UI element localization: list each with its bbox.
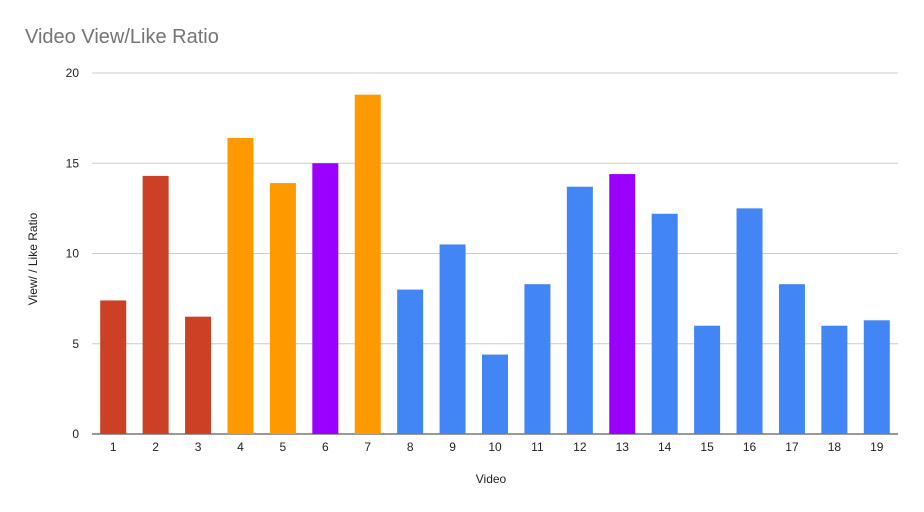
bar-video-8 [397,289,424,434]
x-tick-label: 17 [785,440,799,454]
bar-video-9 [439,244,466,434]
bar-video-1 [100,300,127,434]
x-tick-labels: 1 2 3 4 5 6 7 8 9 10 11 12 13 14 15 16 17 18 19 [110,440,884,454]
y-tick-label: 20 [66,66,80,80]
x-axis-title: Video [476,472,507,486]
x-tick-label: 16 [743,440,757,454]
y-tick-labels: 0 5 10 15 20 [66,66,80,441]
bar-video-14 [651,213,678,434]
x-tick-label: 6 [322,440,329,454]
x-tick-label: 15 [700,440,714,454]
bars [100,94,890,435]
x-tick-label: 5 [280,440,287,454]
bar-video-18 [821,325,848,434]
x-tick-label: 14 [658,440,672,454]
y-tick-label: 10 [66,247,80,261]
bar-video-19 [863,320,890,434]
x-tick-label: 11 [531,440,544,454]
y-tick-label: 5 [72,337,79,351]
bar-video-5 [269,183,296,434]
x-tick-label: 18 [828,440,842,454]
bar-video-7 [354,94,381,434]
bar-video-2 [142,175,169,434]
y-axis-title: View/ / Like Ratio [26,212,40,305]
bar-video-6 [312,163,339,434]
y-tick-label: 15 [66,156,80,170]
bar-video-13 [609,174,636,434]
x-tick-label: 13 [616,440,630,454]
x-tick-label: 1 [110,440,117,454]
bar-video-4 [227,137,254,435]
x-tick-label: 3 [195,440,202,454]
x-tick-label: 2 [152,440,159,454]
x-tick-label: 10 [488,440,502,454]
y-tick-label: 0 [72,427,79,441]
bar-video-15 [694,325,721,434]
bar-video-11 [524,284,551,434]
bar-video-3 [185,316,212,434]
bar-video-12 [566,186,593,434]
bar-video-10 [482,354,508,434]
x-tick-label: 9 [449,440,456,454]
bar-video-17 [778,284,805,434]
x-tick-label: 7 [364,440,371,454]
bar-video-16 [736,208,763,434]
x-tick-label: 8 [407,440,414,454]
x-tick-label: 12 [573,440,587,454]
chart-title: Video View/Like Ratio [25,26,219,48]
x-tick-label: 19 [870,440,884,454]
x-tick-label: 4 [237,440,244,454]
